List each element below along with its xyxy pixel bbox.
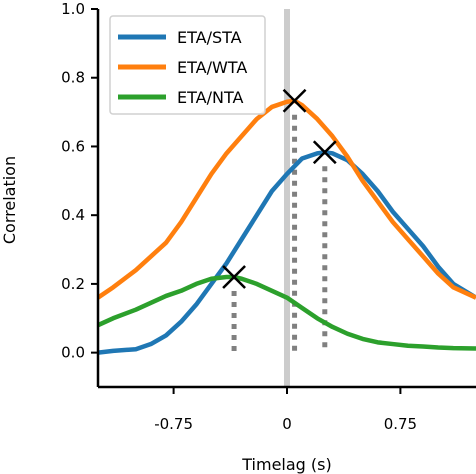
y-tick-label: 0.6 [61, 137, 85, 155]
x-axis-label: Timelag (s) [241, 455, 331, 474]
peak-marker-eta-nta [222, 265, 246, 289]
y-tick-label: 0.4 [61, 206, 85, 224]
y-tick-label: 1.0 [61, 0, 85, 18]
y-tick-label: 0.2 [61, 275, 85, 293]
legend-entry: ETA/NTA [118, 88, 243, 107]
peak-marker-eta-wta [282, 88, 307, 113]
x-tick-label: 0 [282, 415, 292, 433]
chart-marks [98, 9, 476, 387]
series-line-eta-nta [98, 274, 476, 351]
series-line-eta-wta [98, 98, 476, 300]
y-axis-label: Correlation [0, 156, 19, 244]
legend-label: ETA/STA [177, 28, 242, 47]
peak-marker-eta-sta [312, 140, 337, 165]
y-tick-label: 0.8 [61, 69, 85, 87]
x-tick-label: 0.75 [384, 415, 417, 433]
legend-box [109, 15, 266, 115]
legend: ETA/STA ETA/WTA ETA/NTA [109, 15, 266, 115]
legend-entry: ETA/STA [118, 28, 242, 47]
legend-label: ETA/WTA [177, 58, 247, 77]
x-tick-label: -0.75 [154, 415, 193, 433]
y-tick-label: 0.0 [61, 344, 85, 362]
axes: 0.0 0.2 0.4 0.6 0.8 1.0 -0.75 0 0.75 [61, 0, 476, 433]
legend-entry: ETA/WTA [118, 58, 247, 77]
series-line-eta-sta [98, 150, 476, 355]
legend-label: ETA/NTA [177, 88, 243, 107]
